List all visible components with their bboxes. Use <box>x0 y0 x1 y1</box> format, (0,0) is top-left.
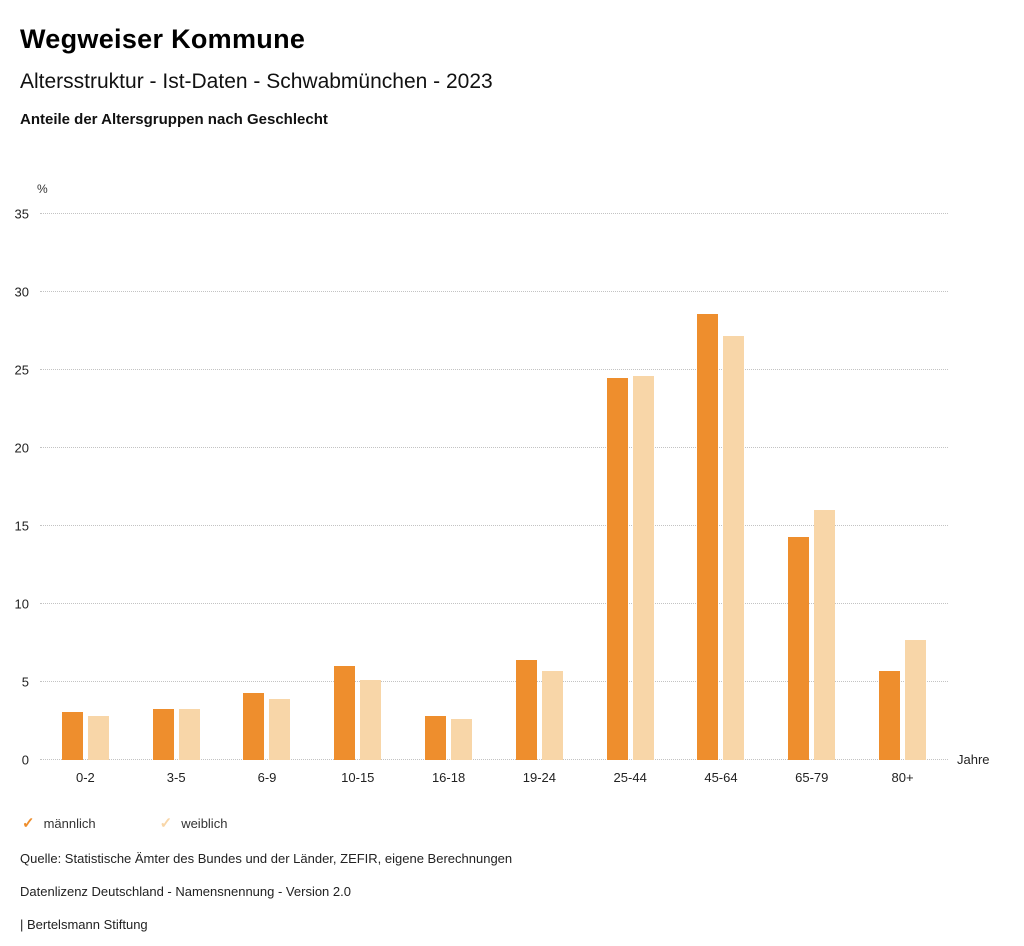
legend-item-männlich[interactable]: ✓ männlich <box>22 816 96 831</box>
y-tick-label: 10 <box>14 596 29 612</box>
page-subtitle: Altersstruktur - Ist-Daten - Schwabmünch… <box>20 70 493 93</box>
y-tick-label: 20 <box>14 440 29 456</box>
y-tick-label: 15 <box>14 518 29 534</box>
y-tick-label: 0 <box>21 752 29 768</box>
y-tick-label: 25 <box>14 362 29 378</box>
gridline: 0 <box>22 753 948 768</box>
bar-männlich <box>788 536 810 760</box>
x-tick-label: 45-64 <box>704 770 738 785</box>
source-note: Quelle: Statistische Ämter des Bundes un… <box>20 851 513 866</box>
bar-männlich <box>152 708 174 760</box>
gridline: 25 <box>15 363 948 378</box>
bar-männlich <box>243 692 265 760</box>
x-tick-label: 80+ <box>891 770 914 785</box>
plot-area: 0 5 10 15 20 25 30 35 0-2 3-5 6-9 10-15 16-18 19-24 25… <box>15 207 948 785</box>
x-tick-label: 3-5 <box>166 770 186 785</box>
age-structure-chart: % 0 5 10 15 20 25 30 35 0-2 3-5 6-9 10-15 16-18 19-24… <box>15 182 990 785</box>
bar-weiblich <box>541 671 563 760</box>
bar-group-10-15: 10-15 <box>312 214 403 785</box>
bar-group-25-44: 25-44 <box>585 214 676 785</box>
bar-group-16-18: 16-18 <box>403 214 494 785</box>
x-tick-label: 16-18 <box>431 770 466 785</box>
y-axis-unit-label: % <box>37 182 48 196</box>
gridline: 5 <box>22 675 948 690</box>
x-tick-label: 65-79 <box>795 770 829 785</box>
check-icon: ✓ <box>159 815 173 832</box>
attribution-note: | Bertelsmann Stiftung <box>20 917 148 932</box>
bar-weiblich <box>723 335 745 760</box>
x-axis-unit-label: Jahre <box>957 752 990 767</box>
bar-group-0-2: 0-2 <box>40 214 131 785</box>
chart-legend: ✓ männlich ✓ weiblich <box>22 816 1004 831</box>
legend-label: männlich <box>43 816 96 831</box>
bar-weiblich <box>632 376 654 760</box>
bar-weiblich <box>814 510 836 760</box>
gridline: 30 <box>15 285 948 300</box>
y-tick-label: 30 <box>14 284 29 300</box>
bar-group-80+: 80+ <box>857 214 948 785</box>
license-note: Datenlizenz Deutschland - Namensnennung … <box>20 884 351 899</box>
x-tick-label: 25-44 <box>613 770 647 785</box>
bar-group-65-79: 65-79 <box>766 214 857 785</box>
footer: Quelle: Statistische Ämter des Bundes un… <box>20 851 1004 932</box>
bar-männlich <box>425 716 447 760</box>
gridline: 15 <box>15 519 948 534</box>
bar-group-6-9: 6-9 <box>222 214 313 785</box>
bar-group-45-64: 45-64 <box>676 214 767 785</box>
bar-männlich <box>334 666 356 760</box>
bar-group-19-24: 19-24 <box>494 214 585 785</box>
gridline: 20 <box>15 441 948 456</box>
x-tick-label: 10-15 <box>341 770 375 785</box>
x-tick-label: 0-2 <box>76 770 95 785</box>
bar-weiblich <box>87 716 109 760</box>
gridline: 35 <box>15 207 948 222</box>
x-tick-label: 19-24 <box>522 770 556 785</box>
legend-label: weiblich <box>181 816 228 831</box>
bar-weiblich <box>905 639 927 760</box>
bar-weiblich <box>451 719 473 760</box>
bar-männlich <box>879 671 901 760</box>
bar-männlich <box>61 711 83 760</box>
check-icon: ✓ <box>22 815 35 832</box>
chart-heading: Anteile der Altersgruppen nach Geschlech… <box>20 111 328 128</box>
bar-groups: 0-2 3-5 6-9 10-15 16-18 19-24 25-44 45-64 65-79 8… <box>40 214 948 785</box>
y-tick-label: 5 <box>21 674 29 690</box>
gridline: 10 <box>15 597 948 612</box>
x-tick-label: 6-9 <box>257 770 277 785</box>
bar-weiblich <box>178 708 200 760</box>
bar-männlich <box>515 660 537 760</box>
bar-männlich <box>606 377 628 760</box>
y-tick-label: 35 <box>14 206 29 222</box>
page-title: Wegweiser Kommune <box>20 24 306 54</box>
bar-weiblich <box>360 680 382 760</box>
bar-männlich <box>697 313 719 760</box>
bar-group-3-5: 3-5 <box>131 214 222 785</box>
bar-weiblich <box>269 699 291 760</box>
legend-item-weiblich[interactable]: ✓ weiblich <box>160 816 228 831</box>
